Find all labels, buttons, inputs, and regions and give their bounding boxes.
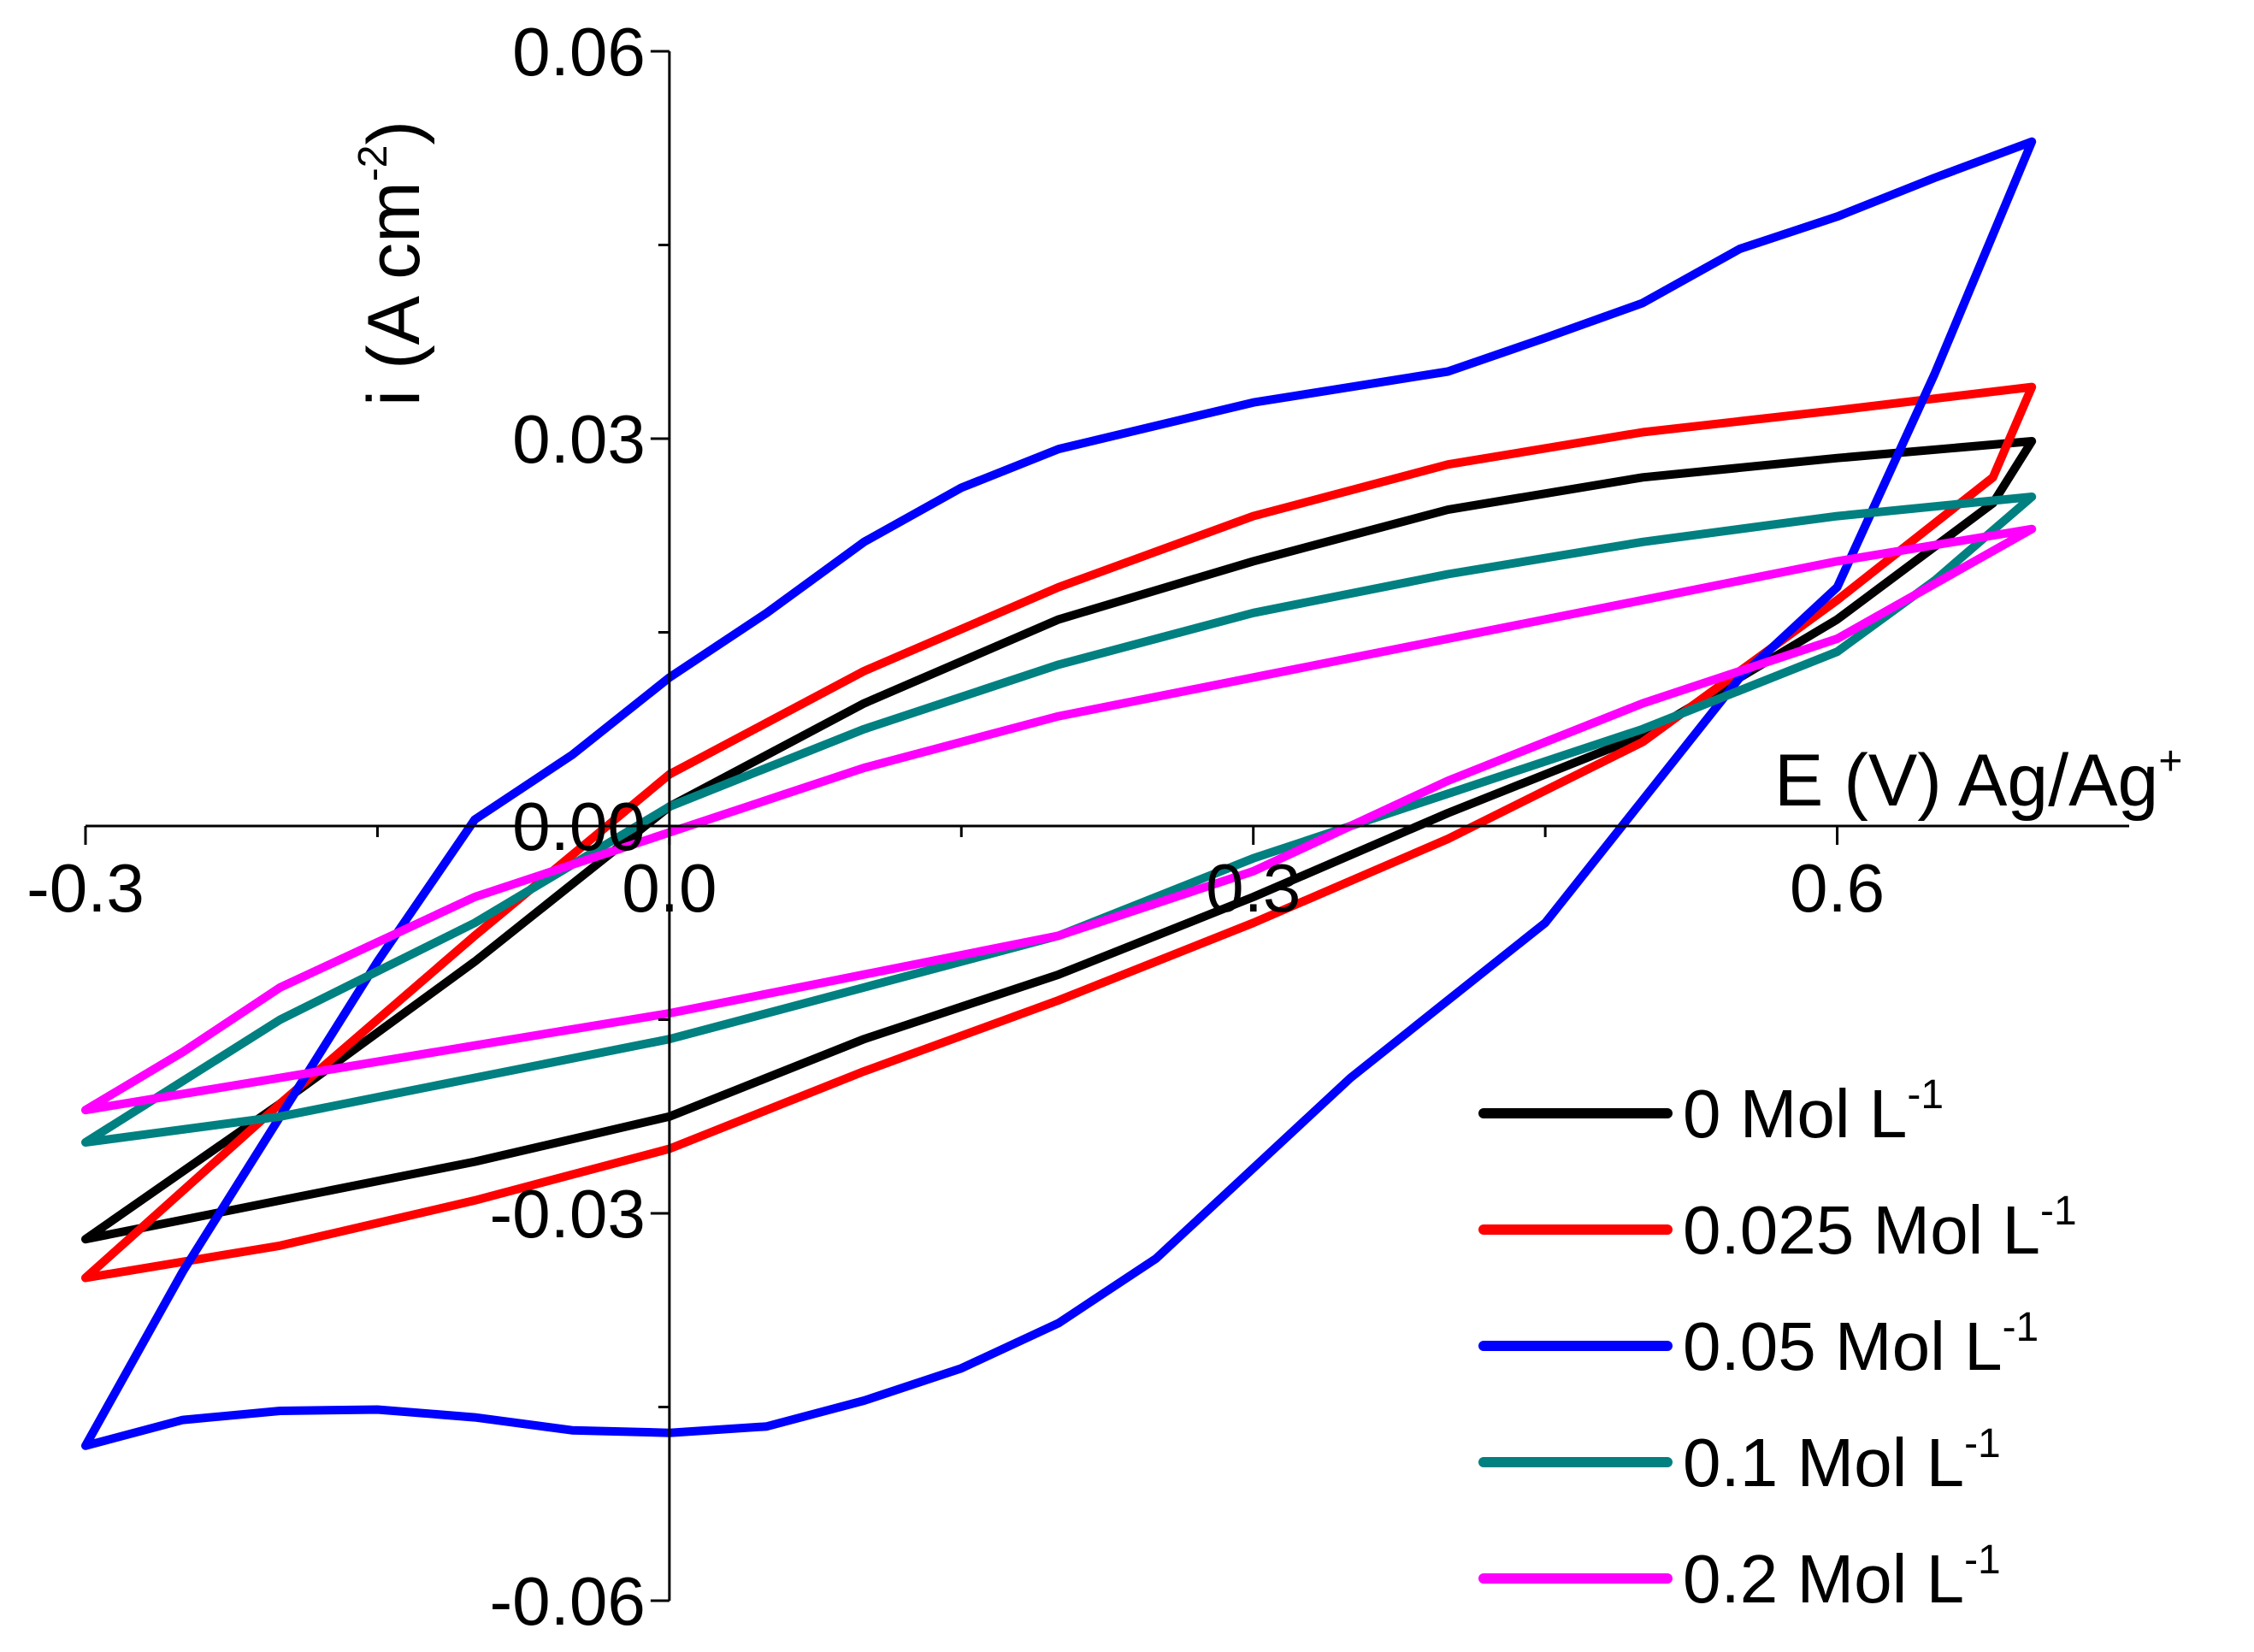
legend-label-3: 0.1 Mol L-1 [1683, 1421, 2001, 1501]
series-line-3 [81, 493, 2037, 1147]
series-line-1 [81, 382, 2037, 1283]
legend-label-0: 0 Mol L-1 [1683, 1072, 1944, 1152]
ticks-layer: -0.3 0.0 0.3 0.6 0.06 0.03 0.00 -0.03 -0.06 [27, 14, 1885, 1639]
legend: 0 Mol L-1 0.025 Mol L-1 0.05 Mol L-1 0.1 Mo… [1478, 1072, 2077, 1617]
x-tick-label: -0.3 [27, 850, 145, 926]
series-line-4 [81, 524, 2037, 1115]
series-line-0 [81, 437, 2037, 1244]
series-line-2 [81, 137, 2037, 1450]
legend-label-4: 0.2 Mol L-1 [1683, 1537, 2001, 1617]
y-tick-label: 0.00 [512, 788, 646, 864]
y-tick-label: 0.03 [512, 401, 646, 477]
x-tick-label: 0.0 [622, 850, 717, 926]
x-tick-label: 0.3 [1206, 850, 1301, 926]
y-tick-label: -0.03 [490, 1176, 646, 1252]
y-tick-label: -0.06 [490, 1563, 646, 1639]
y-axis-title: i (A cm-2) [351, 121, 435, 406]
legend-label-1: 0.025 Mol L-1 [1683, 1189, 2077, 1268]
series-layer [81, 137, 2037, 1450]
y-tick-label: 0.06 [512, 14, 646, 90]
legend-label-2: 0.05 Mol L-1 [1683, 1305, 2039, 1384]
x-axis-title: E (V) Ag/Ag+ [1774, 739, 2182, 822]
x-tick-label: 0.6 [1790, 850, 1885, 926]
